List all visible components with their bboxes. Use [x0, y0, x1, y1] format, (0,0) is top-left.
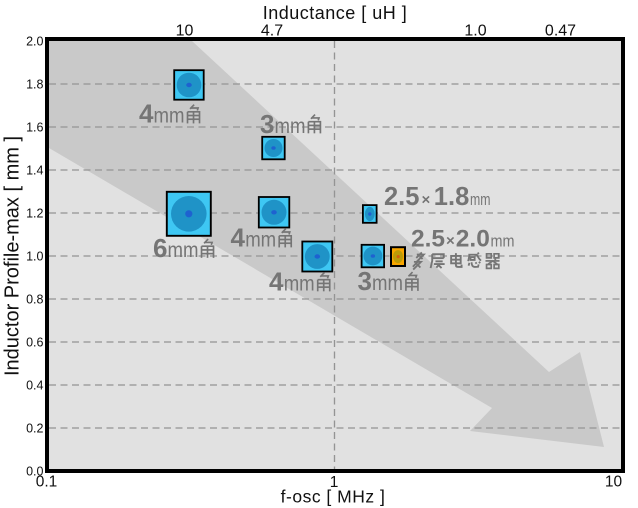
svg-text:mm: mm	[275, 114, 306, 138]
svg-text:mm: mm	[168, 238, 199, 262]
svg-text:mm: mm	[470, 190, 491, 209]
svg-text:0.4: 0.4	[26, 379, 43, 393]
svg-text:4.7: 4.7	[261, 22, 283, 39]
svg-text:1: 1	[330, 474, 339, 491]
svg-text:×: ×	[446, 233, 455, 250]
svg-text:mm: mm	[284, 271, 315, 295]
svg-text:f-osc [ MHz ]: f-osc [ MHz ]	[281, 487, 386, 507]
svg-text:mm: mm	[154, 104, 185, 128]
svg-text:0.1: 0.1	[36, 474, 58, 491]
svg-text:Inductor Profile-max [ mm ]: Inductor Profile-max [ mm ]	[2, 136, 24, 376]
svg-text:3: 3	[260, 109, 274, 139]
svg-text:Inductance [ uH ]: Inductance [ uH ]	[263, 3, 408, 23]
svg-text:×: ×	[422, 191, 431, 208]
svg-text:2.5: 2.5	[384, 183, 419, 211]
svg-text:2.0: 2.0	[456, 226, 490, 253]
svg-text:2.5: 2.5	[411, 226, 445, 253]
svg-text:0.8: 0.8	[26, 293, 43, 307]
svg-text:1.0: 1.0	[464, 22, 486, 39]
svg-text:0.0: 0.0	[26, 465, 43, 479]
svg-text:2.0: 2.0	[26, 35, 43, 49]
svg-text:1.8: 1.8	[434, 183, 469, 211]
svg-text:1.2: 1.2	[26, 207, 43, 221]
svg-text:1.8: 1.8	[26, 78, 43, 92]
svg-text:4: 4	[269, 266, 284, 296]
svg-text:10: 10	[176, 22, 194, 39]
svg-text:1.0: 1.0	[26, 250, 43, 264]
svg-text:0.47: 0.47	[545, 22, 576, 39]
svg-text:mm: mm	[372, 271, 403, 295]
svg-text:mm: mm	[491, 232, 515, 251]
svg-text:4: 4	[231, 223, 246, 253]
svg-text:6: 6	[153, 233, 167, 263]
svg-text:1.4: 1.4	[26, 164, 43, 178]
svg-text:0.6: 0.6	[26, 336, 43, 350]
svg-text:4: 4	[139, 99, 154, 129]
svg-text:3: 3	[358, 266, 372, 296]
svg-text:1.6: 1.6	[26, 121, 43, 135]
svg-text:0.2: 0.2	[26, 422, 43, 436]
svg-text:10: 10	[605, 474, 623, 491]
svg-text:mm: mm	[245, 228, 276, 252]
